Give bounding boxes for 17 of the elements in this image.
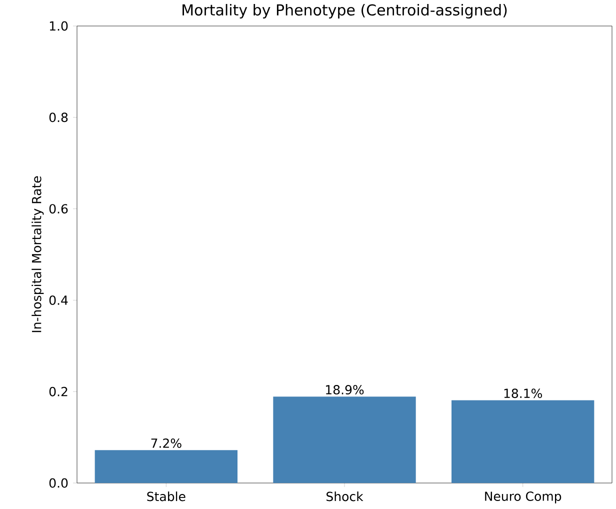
y-tick-label: 0.4: [49, 295, 68, 305]
y-tick-label: 0.2: [49, 386, 68, 396]
y-tick-label: 1.0: [50, 21, 68, 31]
x-tick-label: Neuro Comp: [485, 492, 562, 504]
y-tick-label: 0.6: [49, 204, 68, 214]
y-axis-title: In-hospital Mortality Rate: [32, 176, 44, 332]
bar: [452, 400, 594, 483]
data-label: 18.1%: [504, 388, 542, 398]
bar: [273, 396, 416, 483]
data-label: 18.9%: [326, 384, 364, 394]
x-tick-label: Stable: [147, 492, 186, 502]
y-tick-label: 0.8: [49, 112, 68, 122]
bar: [94, 450, 238, 483]
data-label: 7.2%: [151, 438, 182, 448]
chart-title: Mortality by Phenotype (Centroid-assigned): [182, 4, 507, 18]
y-tick-label: 0.0: [49, 478, 68, 488]
x-tick-label: Shock: [326, 492, 364, 502]
